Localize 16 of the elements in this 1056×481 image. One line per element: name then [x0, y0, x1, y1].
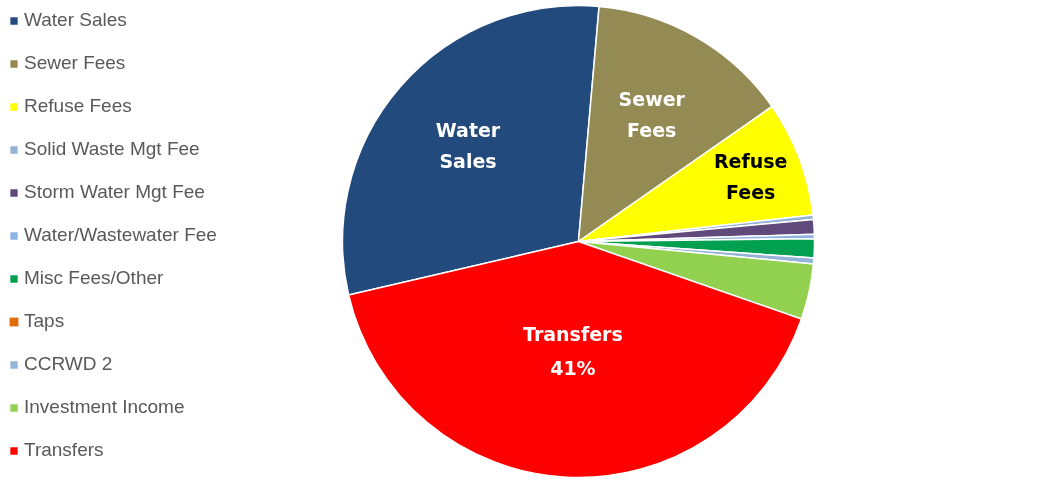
- slice-label: Transfers: [523, 322, 623, 345]
- legend-label: Refuse Fees: [24, 94, 132, 118]
- legend-label: Taps: [24, 309, 65, 333]
- legend-label: Misc Fees/Other: [24, 266, 164, 290]
- legend-label: Solid Waste Mgt Fee: [24, 137, 200, 161]
- legend-label: Storm Water Mgt Fee: [24, 180, 205, 204]
- legend-label: Investment Income: [24, 395, 185, 419]
- slice-label: Sewer Fees: [618, 88, 686, 142]
- legend-label: Transfers: [24, 438, 104, 462]
- legend-label: CCRWD 2: [24, 352, 113, 376]
- slice-label: Water Sales: [435, 119, 501, 172]
- slice-label: Refuse Fees: [713, 150, 788, 203]
- legend-label: Sewer Fees: [24, 51, 126, 75]
- legend-label: Water Sales: [24, 8, 127, 32]
- data-label: 41%: [550, 356, 596, 379]
- legend-label: Water/Wastewater Fee: [24, 223, 217, 247]
